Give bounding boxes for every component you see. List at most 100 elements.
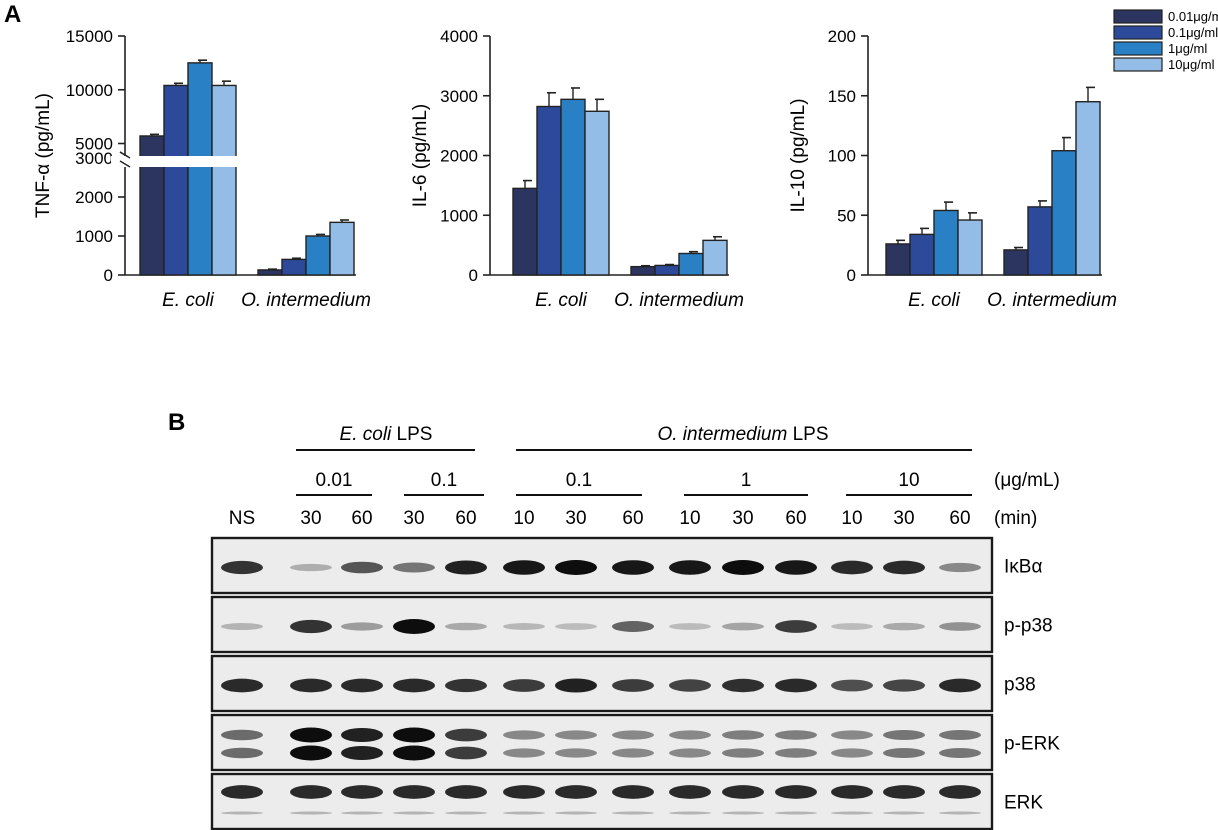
blot-band (393, 562, 435, 573)
blot-band (341, 561, 383, 574)
bar (560, 98, 586, 276)
blot-band (290, 619, 332, 634)
blot-band (555, 678, 597, 693)
blot-band (393, 619, 435, 634)
blot-band (722, 678, 764, 693)
blot-band (669, 785, 711, 799)
blot-band (831, 623, 873, 630)
y-axis-title: IL-10 (pg/mL) (788, 98, 809, 212)
y-axis-title: IL-6 (pg/mL) (410, 104, 431, 207)
lane-label: 30 (732, 508, 753, 529)
x-tick-label: E. coli (162, 290, 215, 311)
blot-band (341, 745, 383, 761)
blot-band (445, 728, 487, 742)
blot-band (939, 729, 981, 741)
y-tick-label: 15000 (66, 27, 113, 46)
blot-band (555, 730, 597, 740)
blot-band (341, 811, 383, 815)
blot-band (503, 679, 545, 692)
blot-band (393, 678, 435, 693)
blot-band (883, 747, 925, 759)
blot-strip (210, 772, 994, 830)
x-tick-label: O. intermedium (614, 290, 744, 311)
blot-band (612, 679, 654, 692)
bar (630, 265, 656, 276)
bar (329, 221, 355, 276)
lane-label: 60 (949, 508, 970, 529)
blot-band (775, 730, 817, 740)
blot-band (555, 560, 597, 575)
bar (678, 252, 704, 276)
blot-band (939, 747, 981, 759)
bar (957, 219, 983, 276)
lane-label: NS (229, 508, 255, 529)
lane-label: 60 (622, 508, 643, 529)
y-tick-label: 1000 (75, 227, 113, 246)
lane-label: 60 (351, 508, 372, 529)
blot-band (221, 678, 263, 693)
blot-band (939, 622, 981, 631)
concentration-label: 0.01 (316, 470, 353, 491)
blot-band (775, 678, 817, 693)
concentration-label: 0.1 (431, 470, 457, 491)
blot-band (939, 678, 981, 693)
protein-label: ERK (1004, 793, 1043, 814)
y-tick-label: 1000 (440, 206, 478, 225)
blot-band (290, 727, 332, 743)
blot-band (883, 622, 925, 631)
blot-band (503, 785, 545, 799)
y-tick-label: 50 (837, 206, 856, 225)
bar (933, 209, 959, 276)
blot-band (393, 727, 435, 743)
bar (281, 258, 307, 276)
blot-band (669, 679, 711, 692)
concentration-unit: (μg/mL) (994, 470, 1060, 491)
bar (163, 84, 189, 276)
il10-chart: 0 50 100 150 200 IL-10 (pg/mL) E. coli O. inter… (788, 27, 1117, 311)
y-tick-label: 3000 (440, 87, 478, 106)
blot-band (221, 622, 263, 631)
blot-band (503, 748, 545, 758)
bar (257, 269, 283, 276)
x-tick-label: E. coli (535, 290, 588, 311)
blot-band (503, 560, 545, 575)
blot-band (831, 679, 873, 692)
blot-band (775, 785, 817, 799)
blot-band (221, 747, 263, 759)
blot-band (883, 785, 925, 799)
blot-band (939, 562, 981, 573)
concentration-label: 1 (741, 470, 752, 491)
lane-label: 10 (513, 508, 534, 529)
blot-band (612, 748, 654, 758)
axis-break-mark (119, 160, 131, 168)
bar (909, 233, 935, 276)
blot-band (555, 811, 597, 815)
blot-band (503, 811, 545, 815)
y-tick-label: 5000 (75, 135, 113, 154)
y-tick-label: 150 (828, 87, 856, 106)
blot-band (221, 785, 263, 799)
legend-label: 10μg/ml (1168, 57, 1215, 72)
blot-band (221, 811, 263, 815)
blot-band (669, 623, 711, 630)
blot-band (722, 622, 764, 631)
x-tick-label: O. intermedium (987, 290, 1117, 311)
bar (1003, 249, 1029, 276)
bar (536, 105, 562, 276)
y-tick-label: 0 (847, 266, 856, 285)
legend-swatch (1113, 57, 1163, 72)
x-tick-label: O. intermedium (241, 290, 371, 311)
blot-band (669, 748, 711, 758)
blot-band (669, 811, 711, 815)
bar (305, 235, 331, 276)
lane-label: 10 (679, 508, 700, 529)
blot-band (612, 730, 654, 740)
blot-strip (210, 595, 994, 654)
group-label-ointermedium: O. intermedium LPS (657, 424, 828, 445)
blot-band (775, 560, 817, 575)
lane-label: 30 (565, 508, 586, 529)
blot-strip (210, 536, 994, 595)
